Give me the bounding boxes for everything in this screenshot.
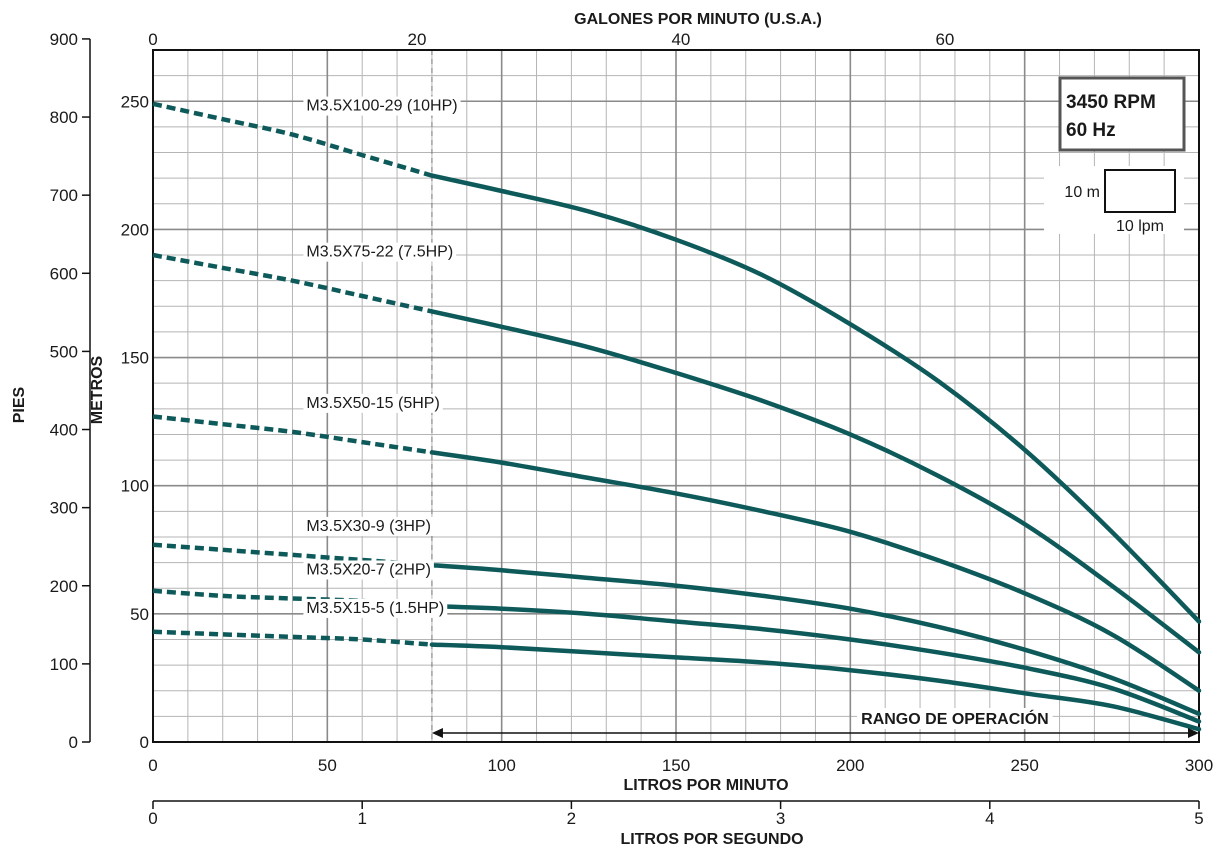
curve-label-background-1	[303, 96, 461, 116]
x-bottom-tick-label: 0	[148, 809, 157, 828]
curve-label-3: M3.5X50-15 (5HP)	[306, 395, 439, 412]
x-tick-label: 150	[662, 756, 690, 775]
y-outer-tick-label: 600	[50, 264, 78, 283]
y-outer-tick-label: 100	[50, 655, 78, 674]
curve-label-4: M3.5X30-9 (3HP)	[306, 518, 431, 535]
y-tick-label: 150	[121, 349, 149, 368]
x-tick-label: 300	[1185, 756, 1213, 775]
curve-solid-2	[429, 309, 1202, 655]
x-top-tick-label: 0	[148, 30, 157, 49]
x-tick-label: 0	[148, 756, 157, 775]
operating-range-label: RANGO DE OPERACIÓN	[861, 709, 1049, 728]
rpm-info-box: 3450 RPM 60 Hz	[1058, 76, 1186, 152]
curve-solid-6	[429, 642, 1202, 732]
curve-solid-5	[429, 603, 1202, 724]
x-axis-lpm: 0 50 100 150 200 250 300	[148, 756, 1213, 775]
y-tick-label: 200	[121, 220, 149, 239]
x-tick-label: 200	[836, 756, 864, 775]
curve-label-1: M3.5X100-29 (10HP)	[306, 98, 457, 115]
curve-label-6: M3.5X15-5 (1.5HP)	[306, 600, 444, 617]
operating-range-label-background	[857, 708, 1053, 729]
curve-label-5: M3.5X20-7 (2HP)	[306, 561, 431, 578]
x-tick-label: 250	[1010, 756, 1038, 775]
x-bottom-tick-label: 2	[567, 809, 576, 828]
curve-label-background-5	[303, 560, 434, 580]
x-top-tick-label: 20	[408, 30, 427, 49]
pump-curves	[152, 101, 1202, 732]
x-axis-top-title: GALONES POR MINUTO (U.S.A.)	[574, 11, 822, 28]
x-axis-lps: 0 1 2 3 4 5	[148, 800, 1204, 828]
curve-label-background-3	[303, 393, 443, 413]
operating-range-arrowhead-right	[1188, 728, 1199, 738]
curve-dashed-2	[152, 252, 433, 314]
x-top-tick-label: 60	[935, 30, 954, 49]
curve-solid-3	[429, 450, 1202, 693]
curve-label-background-4	[303, 516, 434, 536]
x-tick-label: 100	[487, 756, 515, 775]
y-outer-tick-label: 700	[50, 186, 78, 205]
y-outer-tick-label: 0	[69, 733, 78, 752]
y-axis-meters: 0 50 100 150 200 250	[121, 92, 149, 752]
y-tick-label: 50	[130, 605, 149, 624]
rpm-label: 3450 RPM	[1066, 92, 1156, 113]
frequency-label: 60 Hz	[1066, 120, 1116, 141]
x-bottom-tick-label: 4	[985, 809, 994, 828]
curve-label-2: M3.5X75-22 (7.5HP)	[306, 244, 453, 261]
x-axis-title: LITROS POR MINUTO	[623, 777, 788, 794]
y-tick-label: 100	[121, 477, 149, 496]
curve-label-background-2	[303, 242, 457, 262]
y-outer-tick-label: 300	[50, 499, 78, 518]
y-tick-label: 0	[140, 733, 149, 752]
plot-frame	[152, 49, 1200, 743]
x-axis-gpm: 0 20 40 60	[148, 30, 954, 49]
operating-range-arrowhead-left	[431, 728, 443, 738]
curve-dashed-6	[152, 629, 433, 647]
y-outer-tick-label: 400	[50, 421, 78, 440]
scale-legend-vertical: 10 m	[1064, 184, 1100, 201]
y-axis-feet: 0 100 200 300 400 500 600 700 800 900	[50, 30, 91, 752]
x-bottom-tick-label: 1	[357, 809, 366, 828]
y-outer-tick-label: 500	[50, 342, 78, 361]
curve-label-background-6	[303, 598, 448, 618]
scale-legend-horizontal: 10 lpm	[1116, 218, 1164, 235]
x-bottom-tick-label: 5	[1194, 809, 1203, 828]
curve-solid-4	[429, 562, 1202, 717]
y-axis-outer-title: PIES	[11, 386, 28, 423]
curve-dashed-3	[152, 414, 433, 455]
y-tick-label: 250	[121, 92, 149, 111]
y-outer-tick-label: 800	[50, 108, 78, 127]
scale-legend: 10 m 10 lpm	[1044, 166, 1184, 235]
curve-solid-1	[429, 173, 1202, 624]
x-axis-bottom-title: LITROS POR SEGUNDO	[620, 831, 803, 848]
curve-dashed-1	[152, 101, 433, 178]
operating-range-arrow	[431, 728, 1199, 738]
curve-labels: M3.5X100-29 (10HP) M3.5X75-22 (7.5HP) M3.5…	[303, 96, 461, 618]
x-bottom-tick-label: 3	[776, 809, 785, 828]
y-outer-tick-label: 200	[50, 577, 78, 596]
x-top-tick-label: 40	[671, 30, 690, 49]
y-axis-title: METROS	[89, 355, 106, 424]
x-tick-label: 50	[318, 756, 337, 775]
y-outer-tick-label: 900	[50, 30, 78, 49]
